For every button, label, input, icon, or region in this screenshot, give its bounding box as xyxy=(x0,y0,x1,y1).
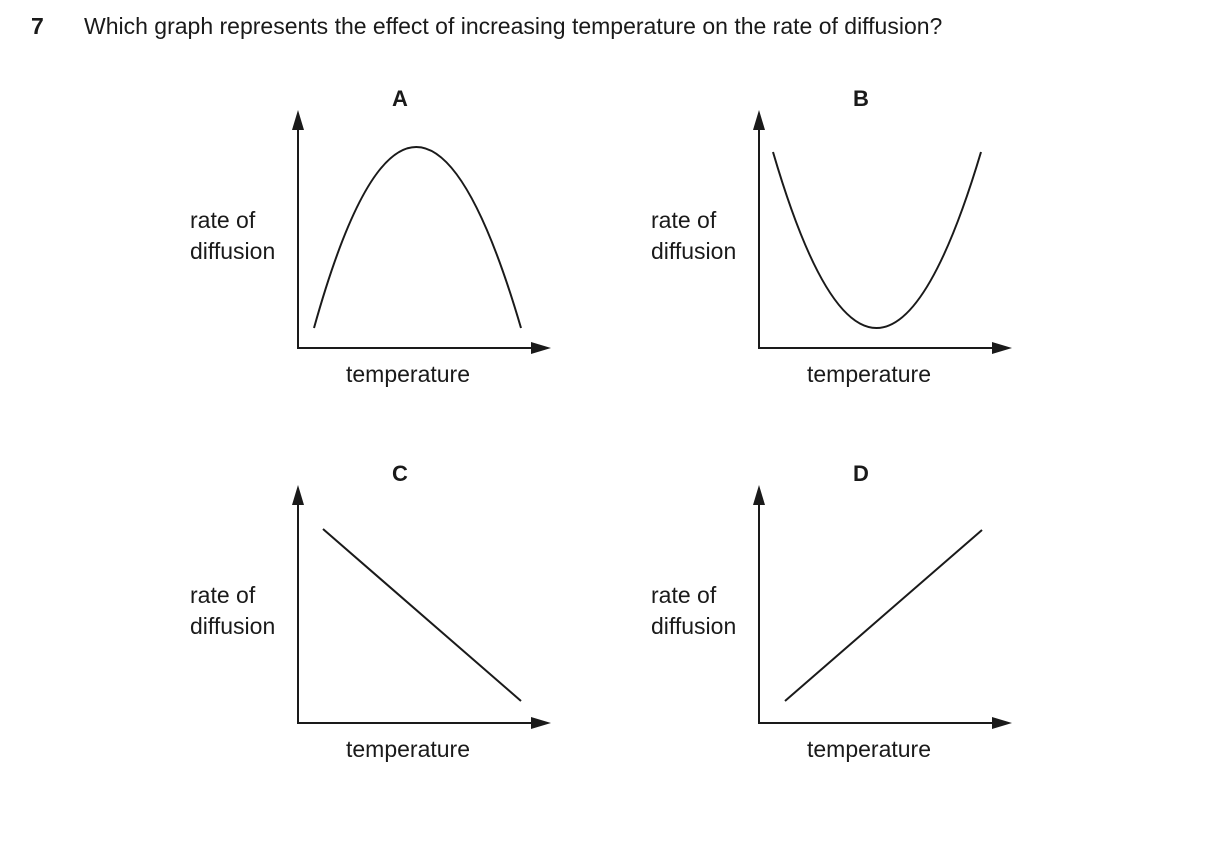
x-axis-arrow xyxy=(992,717,1012,729)
x-axis-label-c: temperature xyxy=(346,736,471,762)
y-axis-arrow xyxy=(753,485,765,505)
x-axis-arrow xyxy=(531,717,551,729)
question-number: 7 xyxy=(31,13,44,39)
y-axis-label-line2: diffusion xyxy=(651,613,737,639)
y-axis-arrow xyxy=(292,485,304,505)
y-axis-arrow xyxy=(292,110,304,130)
graph-a: A rate of diffusion temperature xyxy=(190,86,610,406)
y-axis-label-a: rate of diffusion xyxy=(190,205,275,267)
y-axis-label-line1: rate of xyxy=(651,582,717,608)
x-axis-arrow xyxy=(531,342,551,354)
x-axis-label-b: temperature xyxy=(807,361,932,387)
graph-b: B rate of diffusion temperature xyxy=(651,86,1071,406)
graph-letter-d: D xyxy=(853,461,869,486)
y-axis-label-line1: rate of xyxy=(190,582,256,608)
plot-c xyxy=(292,485,551,729)
y-axis-label-d: rate of diffusion xyxy=(651,580,736,642)
graph-letter-a: A xyxy=(392,86,408,111)
graph-d: D rate of diffusion temperature xyxy=(651,461,1071,781)
curve-b xyxy=(772,151,982,329)
axes xyxy=(753,485,1012,729)
axes xyxy=(292,485,551,729)
x-axis-label-d: temperature xyxy=(807,736,932,762)
y-axis-label-line1: rate of xyxy=(651,207,717,233)
graph-c: C rate of diffusion temperature xyxy=(190,461,610,781)
y-axis-label-line2: diffusion xyxy=(190,238,276,264)
line-d xyxy=(784,529,983,702)
y-axis-label-line2: diffusion xyxy=(651,238,737,264)
x-axis-arrow xyxy=(992,342,1012,354)
plot-d xyxy=(753,485,1012,729)
curve-a xyxy=(313,146,522,329)
y-axis-arrow xyxy=(753,110,765,130)
plot-b xyxy=(753,110,1012,354)
axes xyxy=(753,110,1012,354)
axes xyxy=(292,110,551,354)
x-axis-label-a: temperature xyxy=(346,361,471,387)
graph-letter-c: C xyxy=(392,461,408,486)
line-c xyxy=(322,528,522,702)
graph-letter-b: B xyxy=(853,86,869,111)
y-axis-label-b: rate of diffusion xyxy=(651,205,736,267)
plot-a xyxy=(292,110,551,354)
y-axis-label-c: rate of diffusion xyxy=(190,580,275,642)
question-text: Which graph represents the effect of inc… xyxy=(84,13,943,39)
y-axis-label-line1: rate of xyxy=(190,207,256,233)
y-axis-label-line2: diffusion xyxy=(190,613,276,639)
